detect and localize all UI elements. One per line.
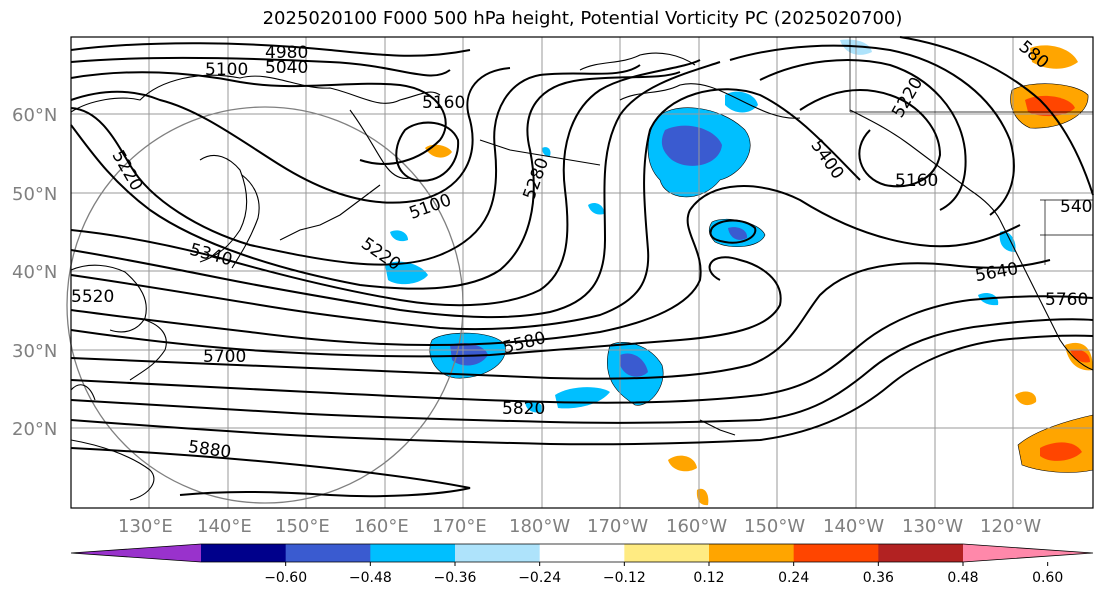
colorbar-tick-label: 0.24 [778,570,809,586]
colorbar-segment [539,544,625,562]
lon-label: 170°W [587,516,648,537]
map-frame [70,36,1094,509]
colorbar-ticks: −0.60 −0.48 −0.36 −0.24 −0.12 0.12 0.24 0.36 0.4… [264,562,1063,586]
colorbar-tick-label: 0.36 [863,570,894,586]
contour-label: 5760 [1045,290,1088,310]
colorbar-segment [370,544,456,562]
lat-label: 50°N [12,184,57,205]
lon-label: 130°E [118,516,173,537]
colorbar-outline [70,543,1094,563]
colorbar-tick-label: −0.60 [264,570,307,586]
lon-label: 160°E [354,516,409,537]
colorbar-tick-label: 0.60 [1032,570,1063,586]
colorbar-tick-label: 0.48 [947,570,978,586]
lon-label: 130°W [902,516,963,537]
lon-label: 160°W [666,516,727,537]
contour-label: 5160 [895,171,938,191]
lon-label: 150°W [744,516,805,537]
lon-label: 150°E [275,516,330,537]
lat-label: 60°N [12,105,57,126]
borders [849,37,1093,265]
contour-label: 4980 [265,43,308,63]
contour-label: 5820 [502,399,545,419]
contour-label: 5160 [422,93,465,113]
longitude-labels: 130°E 140°E 150°E 160°E 170°E 180°W 170°… [118,516,1041,537]
colorbar-segment [963,544,1093,562]
pv-positive-areas [425,45,1094,506]
lon-label: 140°W [823,516,884,537]
colorbar-tick-label: 0.12 [693,570,724,586]
latitude-labels: 60°N 50°N 40°N 30°N 20°N [12,105,57,440]
height-contours [70,36,1094,498]
map-panel: 4980 5040 5100 5160 5220 5280 5400 5160 … [66,36,1094,509]
colorbar [70,543,1094,563]
map-title: 2025020100 F000 500 hPa height, Potentia… [262,8,903,29]
colorbar-segment [455,544,541,562]
colorbar-segment [793,544,879,562]
colorbar-segment [201,544,287,562]
colorbar-segment [285,544,371,562]
lon-label: 170°E [432,516,487,537]
coastlines [70,52,1094,501]
colorbar-segment [878,544,964,562]
lat-label: 40°N [12,262,57,283]
colorbar-tick-label: −0.36 [434,570,477,586]
lon-label: 140°E [197,516,252,537]
colorbar-tick-label: −0.12 [603,570,646,586]
contour-label: 5700 [203,347,246,367]
lon-label: 180°W [509,516,570,537]
colorbar-tick-label: −0.48 [349,570,392,586]
colorbar-segment [71,544,201,562]
contour-label: 5040 [265,58,308,78]
colorbar-tick-label: −0.24 [518,570,561,586]
contour-label: 5100 [205,60,248,80]
lat-label: 30°N [12,341,57,362]
lon-label: 120°W [980,516,1041,537]
contour-label: 5520 [71,287,114,307]
colorbar-segment [709,544,795,562]
colorbar-segment [624,544,710,562]
lat-label: 20°N [12,419,57,440]
contour-label: 540 [1060,197,1092,217]
